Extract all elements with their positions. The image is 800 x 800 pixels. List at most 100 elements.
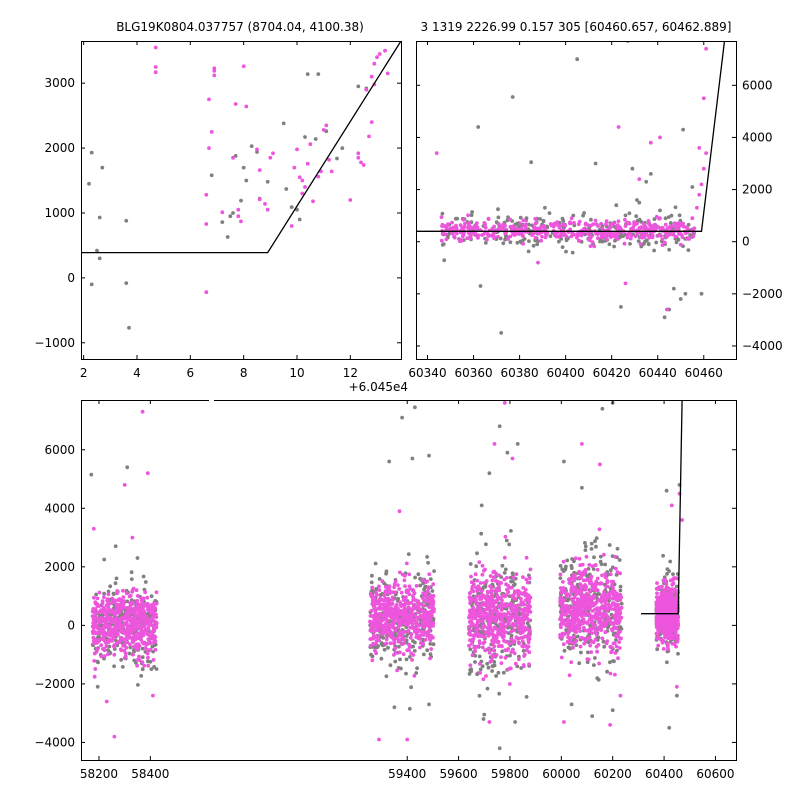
magenta-point <box>584 611 588 615</box>
magenta-point <box>377 588 382 592</box>
magenta-point <box>474 611 479 615</box>
magenta-point <box>108 601 112 606</box>
magenta-point <box>418 645 422 650</box>
magenta-point <box>523 587 528 592</box>
magenta-point <box>527 576 532 581</box>
magenta-point <box>104 699 109 704</box>
magenta-point <box>523 617 527 622</box>
magenta-point <box>467 221 471 226</box>
plot-area <box>416 41 726 335</box>
gray-point <box>139 674 144 678</box>
model-line <box>81 41 401 254</box>
magenta-point <box>409 612 414 617</box>
gray-point <box>373 561 378 566</box>
magenta-point <box>597 598 601 602</box>
magenta-point <box>397 509 402 514</box>
magenta-point <box>666 647 670 652</box>
magenta-point <box>140 409 145 414</box>
magenta-point <box>407 584 412 589</box>
magenta-point <box>678 242 683 247</box>
magenta-point <box>612 625 617 629</box>
magenta-point <box>140 660 145 665</box>
magenta-point <box>418 613 423 618</box>
magenta-point <box>495 633 500 637</box>
magenta-point <box>400 642 404 647</box>
gray-point <box>515 221 520 226</box>
gray-point <box>621 234 625 239</box>
magenta-point <box>116 623 121 627</box>
magenta-point <box>231 155 235 160</box>
magenta-point <box>595 567 600 572</box>
gray-point <box>407 706 412 711</box>
magenta-point <box>492 644 497 649</box>
x-tick-label: 10 <box>289 366 304 380</box>
gray-point <box>533 238 538 243</box>
magenta-point <box>607 618 612 622</box>
x-tick-label: 60440 <box>639 366 677 380</box>
magenta-point <box>119 625 124 630</box>
magenta-point <box>125 615 130 620</box>
gray-point <box>662 315 667 320</box>
magenta-point <box>356 151 361 156</box>
magenta-point <box>523 226 528 231</box>
gray-point <box>639 220 644 224</box>
magenta-point <box>403 584 407 588</box>
gray-point <box>143 580 148 584</box>
magenta-point <box>597 527 602 532</box>
magenta-point <box>581 601 586 606</box>
magenta-point <box>589 650 594 655</box>
gray-point <box>87 181 91 186</box>
magenta-point <box>608 723 612 727</box>
magenta-point <box>510 603 515 607</box>
magenta-point <box>440 222 445 227</box>
gray-point <box>128 645 133 650</box>
magenta-point <box>289 224 294 228</box>
magenta-point <box>321 127 326 132</box>
magenta-point <box>654 605 659 610</box>
magenta-point <box>507 682 512 686</box>
gray-point <box>397 644 401 649</box>
magenta-point <box>122 648 127 653</box>
magenta-point <box>598 581 603 586</box>
magenta-point <box>563 591 568 595</box>
gray-point <box>513 720 517 724</box>
magenta-point <box>405 588 409 593</box>
gray-point <box>496 215 501 220</box>
magenta-point <box>579 609 584 614</box>
gray-point <box>316 72 321 76</box>
magenta-point <box>122 599 126 603</box>
magenta-point <box>493 617 497 622</box>
magenta-point <box>498 612 503 617</box>
magenta-point <box>463 221 467 226</box>
magenta-point <box>402 629 407 634</box>
magenta-point <box>519 635 524 640</box>
magenta-point <box>212 73 217 78</box>
gray-point <box>510 95 515 99</box>
magenta-point <box>478 671 482 675</box>
magenta-point <box>468 608 472 613</box>
magenta-point <box>617 646 622 650</box>
magenta-point <box>577 238 582 243</box>
x-tick-label: 60380 <box>501 366 539 380</box>
gray-point <box>423 585 428 589</box>
magenta-point <box>427 605 432 609</box>
magenta-point <box>474 585 478 590</box>
gray-point <box>690 185 695 189</box>
magenta-point <box>414 635 419 639</box>
magenta-point <box>516 627 521 632</box>
magenta-point <box>507 622 511 626</box>
magenta-point <box>105 623 109 628</box>
magenta-point <box>92 595 96 600</box>
gray-point <box>497 746 502 751</box>
magenta-point <box>571 610 576 615</box>
gray-point <box>468 647 473 652</box>
gray-point <box>527 239 531 244</box>
magenta-point <box>596 236 600 241</box>
magenta-point <box>415 632 419 637</box>
magenta-point <box>415 615 420 620</box>
magenta-point <box>431 582 436 587</box>
magenta-point <box>107 609 112 614</box>
magenta-point <box>565 609 570 614</box>
magenta-point <box>477 639 482 643</box>
